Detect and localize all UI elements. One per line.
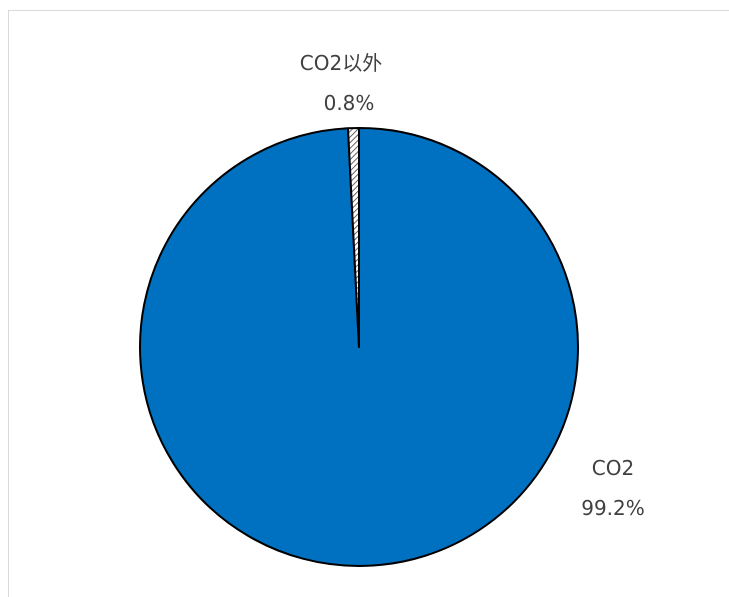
data-label-non-co2-name: CO2以外 [300, 51, 382, 75]
data-label-non-co2-value: 0.8% [324, 91, 375, 115]
data-label-co2-name: CO2 [592, 456, 634, 480]
pie-slice-non-co2 [346, 127, 360, 348]
data-label-co2-value: 99.2% [581, 496, 645, 520]
